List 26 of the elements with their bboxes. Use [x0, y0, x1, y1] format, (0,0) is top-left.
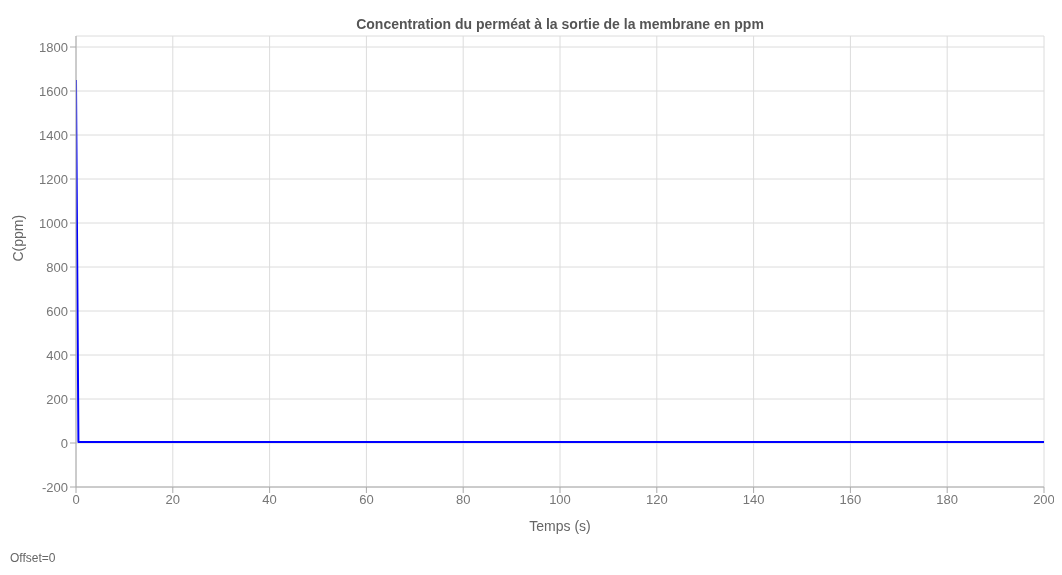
x-tick-label: 140	[742, 492, 765, 508]
x-tick-label: 40	[262, 492, 277, 508]
x-tick-label: 0	[72, 492, 80, 508]
y-tick-label: 200	[46, 391, 68, 407]
x-tick-label: 20	[165, 492, 181, 508]
y-tick-label: 600	[46, 303, 68, 319]
y-tick-label: 1400	[39, 127, 68, 143]
x-tick-label: 100	[549, 492, 571, 508]
x-tick-label: 120	[645, 492, 668, 508]
x-tick-label: 160	[839, 492, 862, 508]
y-tick-label: 1000	[39, 215, 68, 231]
y-tick-label: 800	[46, 259, 68, 275]
y-tick-label: 1200	[39, 171, 68, 187]
x-tick-label: 180	[936, 492, 959, 508]
y-axis-title: C(ppm)	[9, 214, 26, 262]
chart-title: Concentration du perméat à la sortie de la membrane en ppm	[355, 16, 765, 32]
y-tick-label: 400	[46, 347, 68, 363]
y-tick-label: -200	[41, 479, 68, 495]
y-tick-label: 0	[60, 435, 68, 451]
y-tick-label: 1800	[39, 39, 68, 55]
text: Offset=0	[10, 551, 56, 565]
x-tick-label: 200	[1033, 492, 1055, 508]
x-tick-label: 60	[359, 492, 374, 508]
y-tick-label: 1600	[39, 83, 68, 99]
x-axis-title: Temps (s)	[529, 518, 591, 534]
x-tick-label: 80	[455, 492, 471, 508]
